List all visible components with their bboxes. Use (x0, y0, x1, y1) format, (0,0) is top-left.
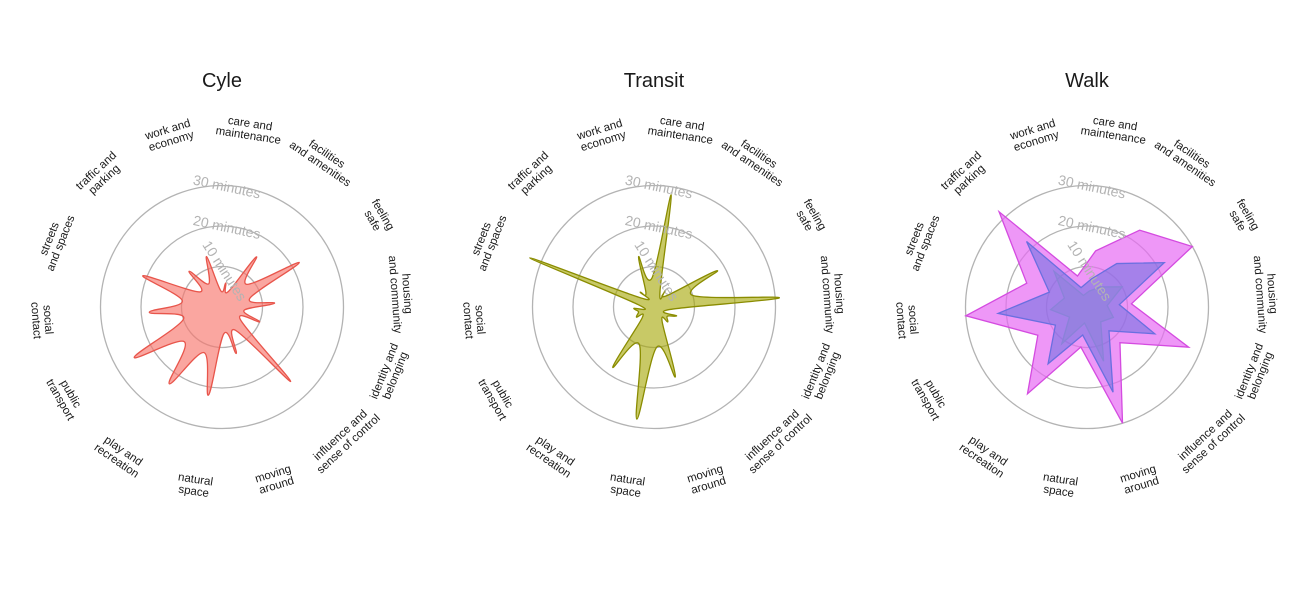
ring-label: 20 minutes (624, 212, 694, 242)
chart-title: Walk (1065, 70, 1110, 92)
grid-ring (964, 184, 1210, 430)
category-label-line: space (610, 484, 642, 501)
ring-label: 30 minutes (624, 172, 694, 202)
ring-label: 20 minutes (192, 212, 262, 242)
category-label-line: social (905, 305, 919, 335)
ring-label: 20 minutes (1057, 212, 1127, 242)
category-label-line: space (178, 484, 210, 501)
category-label-line: social (40, 305, 54, 335)
chart-title: Transit (624, 70, 685, 92)
category-label-line: housing (831, 273, 846, 314)
category-label-line: contact (460, 302, 475, 341)
grid-ring (140, 225, 304, 389)
series-area (529, 194, 780, 420)
category-label-line: natural (1042, 471, 1079, 488)
category-label-line: contact (893, 302, 908, 341)
category-label-line: and community (1251, 255, 1269, 334)
category-label-line: housing (1264, 273, 1279, 314)
grid-ring (531, 184, 777, 430)
category-label-line: natural (177, 471, 214, 488)
category-label-line: contact (28, 302, 43, 341)
series-area (133, 255, 300, 396)
ring-label: 30 minutes (1057, 172, 1127, 202)
category-label-line: social (472, 305, 486, 335)
category-label-line: housing (399, 273, 414, 314)
category-label-line: natural (609, 471, 646, 488)
category-label-line: and community (818, 255, 836, 334)
chart-title: Cyle (202, 70, 242, 92)
category-label-line: and community (386, 255, 404, 334)
grid-ring (572, 225, 736, 389)
grid-ring (99, 184, 345, 430)
category-label-line: space (1043, 484, 1075, 501)
ring-label: 30 minutes (192, 172, 262, 202)
